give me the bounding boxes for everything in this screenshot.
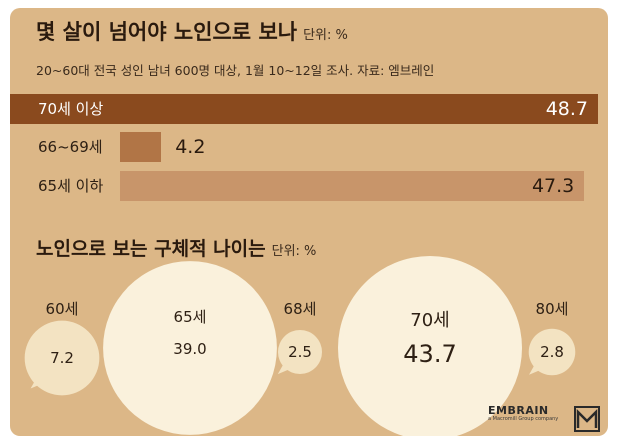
bubble-1 (103, 261, 277, 435)
bar-label-2: 65세 이하 (38, 177, 104, 195)
bubble-value-4: 2.8 (540, 343, 564, 361)
logo-name: EMBRAIN (488, 404, 549, 417)
section-title-text: 노인으로 보는 구체적 나이는 (36, 238, 266, 260)
bubble-svg (24, 256, 576, 436)
bubble-3 (338, 256, 522, 436)
bar-label-band (10, 94, 120, 124)
bubble-value-3: 43.7 (403, 340, 457, 368)
chart-title: 몇 살이 넘어야 노인으로 보나 단위: % (36, 16, 348, 46)
bubble-value-0: 7.2 (50, 349, 74, 367)
bar-value-2: 47.3 (531, 175, 575, 197)
section-unit: 단위: % (271, 244, 317, 259)
bubble-age-label-3: 70세 (410, 310, 450, 331)
bubble-value-2: 2.5 (288, 343, 312, 361)
bubble-tail-0 (30, 372, 50, 389)
embrain-mark-icon (574, 406, 600, 432)
title-text: 몇 살이 넘어야 노인으로 보나 (36, 20, 298, 44)
bubble-age-label-2: 68세 (283, 300, 317, 318)
bubble-chart: 60세 7.2 65세 39.0 68세 2.5 70세 43.7 80세 2.8 (10, 8, 608, 436)
chart-subtitle: 20~60대 전국 성인 남녀 600명 대상, 1월 10~12일 조사. 자… (36, 63, 435, 78)
bubble-age-label-4: 80세 (535, 300, 569, 318)
logo-tagline: a Macromill Group company (488, 416, 559, 422)
embrain-logo: EMBRAIN a Macromill Group company (488, 404, 570, 422)
bar-2 (120, 171, 585, 201)
bubble-tail-2 (277, 358, 297, 375)
title-unit: 단위: % (303, 28, 348, 43)
section-title: 노인으로 보는 구체적 나이는 단위: % (36, 234, 316, 261)
chart-panel: 몇 살이 넘어야 노인으로 보나 단위: % 20~60대 전국 성인 남녀 60… (10, 8, 608, 436)
bar-value-0: 48.7 (545, 98, 588, 120)
bar-label-1: 66~69세 (38, 138, 103, 156)
bar-value-1: 4.2 (175, 136, 206, 158)
bubble-tail-4 (529, 358, 549, 375)
bubble-value-1: 39.0 (173, 340, 207, 358)
bar-0 (120, 94, 598, 124)
bubble-age-label-1: 65세 (173, 308, 207, 326)
bubble-age-label-0: 60세 (45, 300, 79, 318)
bar-1 (120, 132, 162, 162)
bar-label-0: 70세 이상 (38, 100, 104, 118)
